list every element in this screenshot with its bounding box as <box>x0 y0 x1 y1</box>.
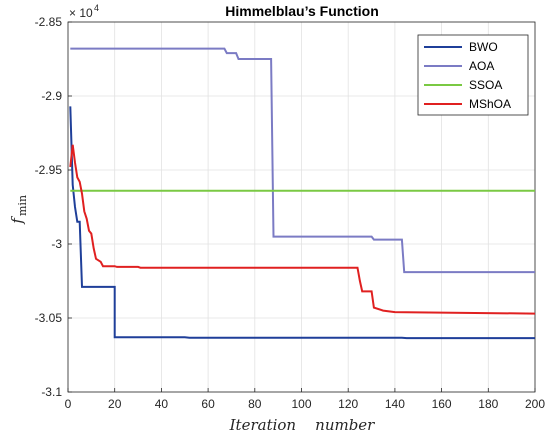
y-multiplier: × 10 4 <box>69 3 99 20</box>
x-tick-label: 200 <box>525 397 545 411</box>
y-tick-label: -3 <box>51 237 62 251</box>
x-tick-label: 40 <box>155 397 169 411</box>
series-line-mshoa <box>69 144 536 315</box>
y-axis-label-main: f <box>8 216 26 225</box>
series-line-aoa <box>70 47 535 274</box>
y-multiplier-base: × 10 <box>69 6 93 20</box>
chart-title: Himmelblau’s Function <box>225 3 379 19</box>
x-tick-label: 160 <box>432 397 452 411</box>
y-tick-label: -2.95 <box>35 163 63 177</box>
y-tick-label: -2.9 <box>41 89 62 103</box>
x-tick-label: 140 <box>385 397 405 411</box>
y-multiplier-exponent: 4 <box>94 3 99 13</box>
y-axis-label: f min <box>8 195 29 225</box>
y-axis-label-subscript: min <box>16 195 29 216</box>
x-tick-label: 120 <box>338 397 358 411</box>
legend-label: BWO <box>469 40 498 54</box>
legend-box <box>417 34 529 116</box>
legend-label: MShOA <box>469 97 511 111</box>
axis-ticks: 0 20 40 60 80 100 120 140 160 180 200 -2.85 -2.9 -2.9… <box>35 15 546 411</box>
legend: BWO AOA SSOA MShOA <box>417 34 529 116</box>
legend-label: SSOA <box>469 78 502 92</box>
x-tick-label: 180 <box>478 397 498 411</box>
x-axis-label: Iteration number <box>229 416 376 434</box>
legend-label: AOA <box>469 59 494 73</box>
y-tick-label: -3.05 <box>35 311 63 325</box>
y-tick-label: -3.1 <box>41 385 62 399</box>
x-tick-label: 20 <box>108 397 122 411</box>
x-tick-label: 80 <box>248 397 262 411</box>
series-lines <box>69 47 536 340</box>
y-tick-label: -2.85 <box>35 15 63 29</box>
x-tick-label: 100 <box>291 397 311 411</box>
x-tick-label: 0 <box>65 397 72 411</box>
x-tick-label: 60 <box>201 397 215 411</box>
series-line-bwo <box>69 106 535 340</box>
